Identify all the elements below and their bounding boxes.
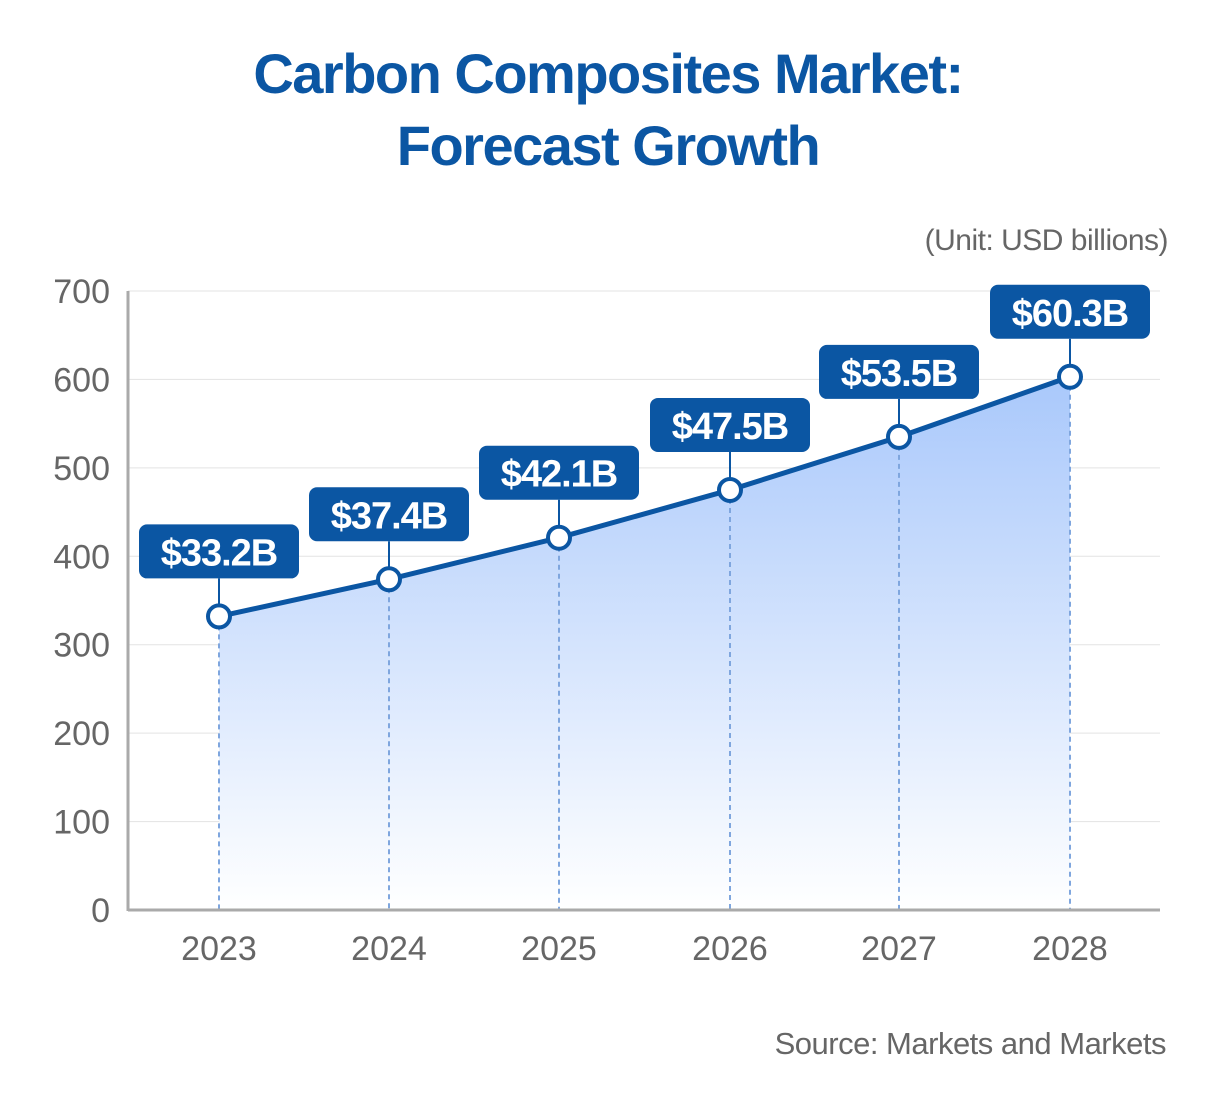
- data-label: $42.1B: [501, 454, 618, 496]
- x-tick-label: 2028: [1032, 930, 1108, 968]
- x-tick-label: 2024: [351, 930, 427, 968]
- y-tick-label: 100: [53, 804, 110, 842]
- series-line: [218, 374, 1071, 619]
- source-note: Source: Markets and Markets: [774, 1026, 1167, 1061]
- y-tick-label: 400: [53, 538, 110, 576]
- data-label-box: [990, 284, 1150, 339]
- data-point: [1057, 363, 1083, 390]
- data-label-box: [139, 524, 299, 579]
- data-label: $60.3B: [1012, 293, 1129, 335]
- data-label-box: [819, 344, 979, 399]
- x-tick-label: 2023: [181, 930, 257, 968]
- area-fill: [219, 376, 1070, 910]
- data-point: [886, 423, 912, 450]
- y-tick-label: 300: [53, 627, 110, 665]
- data-point: [546, 524, 572, 551]
- data-label: $37.4B: [331, 495, 448, 537]
- data-point: [376, 566, 402, 593]
- y-tick-label: 200: [53, 715, 110, 753]
- data-label-box: [479, 445, 639, 500]
- data-point: [206, 603, 232, 630]
- y-tick-label: 500: [53, 450, 110, 488]
- data-label: $53.5B: [841, 353, 958, 395]
- y-tick-label: 0: [91, 892, 110, 930]
- y-tick-label: 600: [53, 361, 110, 399]
- y-tick-label: 700: [53, 273, 110, 311]
- unit-note: (Unit: USD billions): [924, 224, 1169, 257]
- data-label: $33.2B: [161, 532, 278, 574]
- data-point: [717, 476, 743, 503]
- x-tick-label: 2026: [692, 930, 768, 968]
- chart-title: Carbon Composites Market: Forecast Growt…: [0, 38, 1216, 182]
- data-label-box: [650, 397, 810, 452]
- x-tick-label: 2025: [521, 930, 597, 968]
- chart-title-line-2: Forecast Growth: [396, 114, 821, 177]
- chart-title-line-1: Carbon Composites Market:: [253, 42, 964, 105]
- data-label-box: [309, 487, 469, 542]
- x-tick-label: 2027: [861, 930, 937, 968]
- data-label: $47.5B: [672, 406, 789, 448]
